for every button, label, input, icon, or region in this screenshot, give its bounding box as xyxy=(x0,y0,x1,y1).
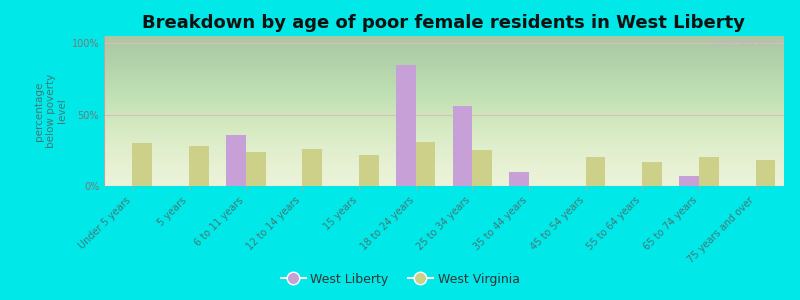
Bar xyxy=(246,152,266,186)
Title: Breakdown by age of poor female residents in West Liberty: Breakdown by age of poor female resident… xyxy=(142,14,746,32)
Bar xyxy=(642,162,662,186)
Bar xyxy=(302,149,322,186)
Bar xyxy=(756,160,775,186)
Text: City-Data.com: City-Data.com xyxy=(714,39,778,48)
Bar xyxy=(359,154,379,186)
Y-axis label: percentage
below poverty
level: percentage below poverty level xyxy=(34,74,67,148)
Bar xyxy=(699,158,719,186)
Bar xyxy=(416,142,435,186)
Bar xyxy=(132,143,152,186)
Bar xyxy=(586,158,606,186)
Bar xyxy=(396,64,416,186)
Bar xyxy=(509,172,529,186)
Bar xyxy=(189,146,209,186)
Bar xyxy=(226,135,246,186)
Bar xyxy=(472,150,492,186)
Bar xyxy=(453,106,472,186)
Legend: West Liberty, West Virginia: West Liberty, West Virginia xyxy=(275,268,525,291)
Bar xyxy=(679,176,699,186)
